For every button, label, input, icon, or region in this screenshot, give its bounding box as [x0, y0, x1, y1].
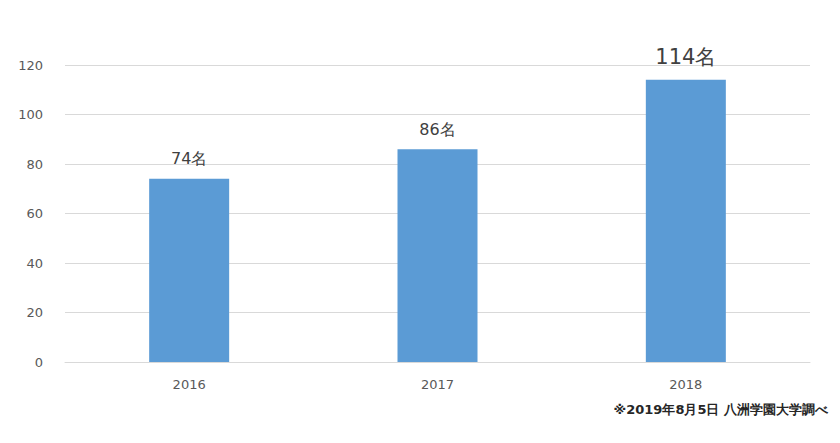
- svg-text:0: 0: [35, 355, 43, 370]
- svg-text:120: 120: [18, 58, 43, 73]
- svg-text:20: 20: [26, 305, 43, 320]
- svg-text:80: 80: [26, 157, 43, 172]
- svg-text:40: 40: [26, 256, 43, 271]
- svg-text:60: 60: [26, 206, 43, 221]
- svg-text:86名: 86名: [419, 120, 455, 139]
- svg-text:114名: 114名: [655, 45, 716, 69]
- svg-text:2018: 2018: [669, 377, 702, 392]
- svg-text:2016: 2016: [173, 377, 206, 392]
- svg-text:74名: 74名: [171, 149, 207, 168]
- svg-text:2017: 2017: [421, 377, 454, 392]
- svg-text:※2019年8月5日 八洲学園大学調べ: ※2019年8月5日 八洲学園大学調べ: [614, 402, 829, 417]
- svg-text:100: 100: [18, 107, 43, 122]
